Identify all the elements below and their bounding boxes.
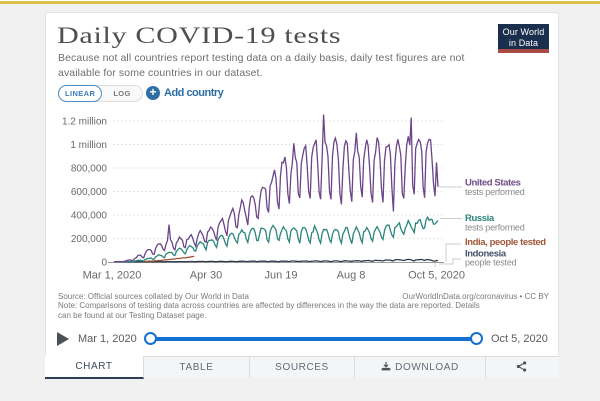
svg-text:tests performed: tests performed (465, 223, 525, 233)
svg-text:600,000: 600,000 (71, 187, 108, 198)
svg-text:0: 0 (101, 258, 107, 269)
svg-text:Indonesia: Indonesia (465, 249, 507, 260)
svg-text:Apr 30: Apr 30 (190, 270, 222, 282)
svg-text:people tested: people tested (465, 258, 517, 268)
svg-text:Jun 19: Jun 19 (264, 270, 297, 282)
svg-text:Aug 8: Aug 8 (337, 270, 366, 282)
svg-text:400,000: 400,000 (71, 211, 108, 222)
svg-text:Russia: Russia (465, 213, 495, 224)
svg-text:India, people tested: India, people tested (465, 237, 546, 248)
svg-text:United States: United States (465, 178, 521, 189)
svg-text:tests performed: tests performed (465, 187, 525, 197)
svg-text:1 million: 1 million (70, 140, 107, 151)
svg-text:1.2 million: 1.2 million (62, 117, 107, 128)
svg-text:Mar 1, 2020: Mar 1, 2020 (83, 270, 142, 282)
svg-text:200,000: 200,000 (71, 234, 108, 245)
svg-text:800,000: 800,000 (71, 164, 108, 175)
svg-text:Oct 5, 2020: Oct 5, 2020 (408, 270, 465, 282)
